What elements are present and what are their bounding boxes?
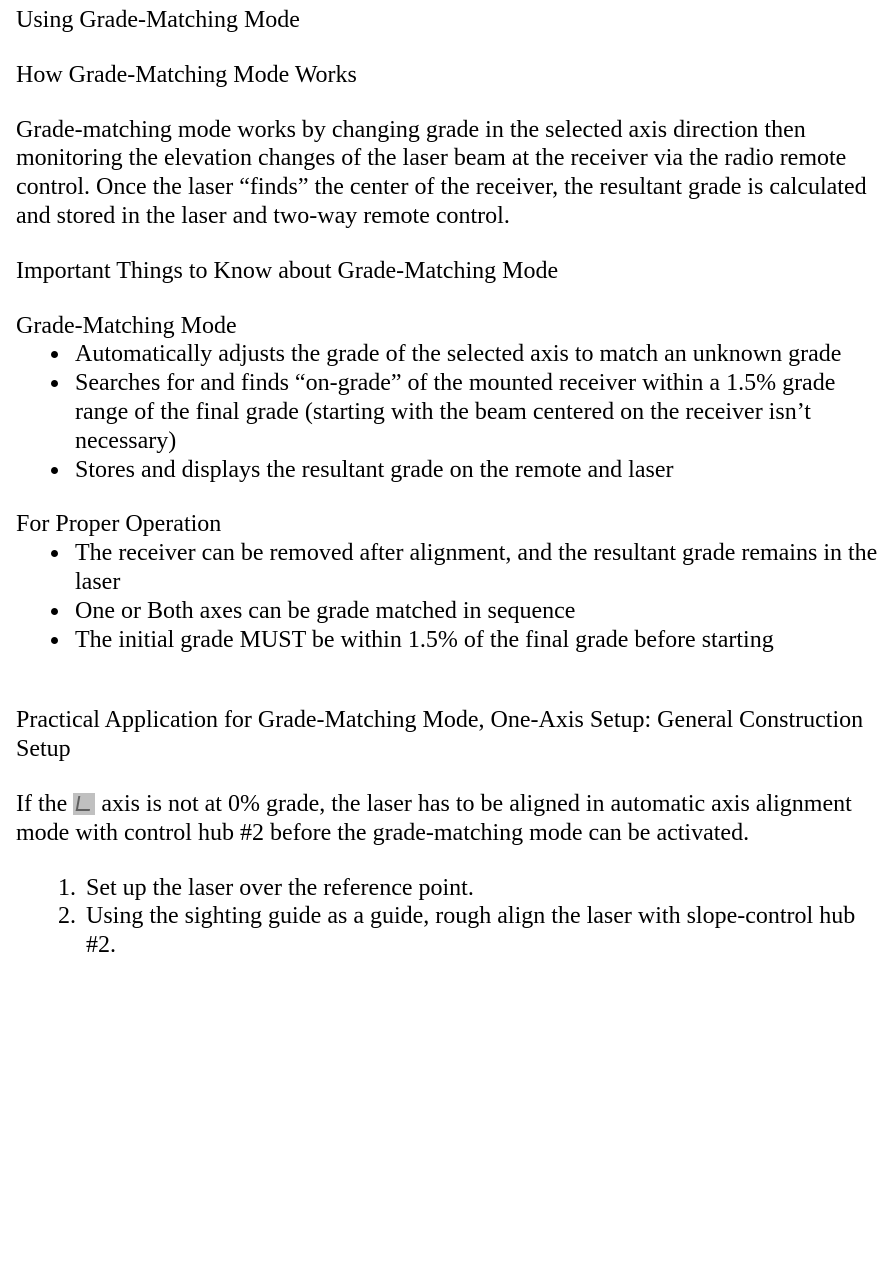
- axis-icon: [73, 793, 95, 815]
- section2-title: Important Things to Know about Grade-Mat…: [16, 257, 881, 286]
- section3-title: Practical Application for Grade-Matching…: [16, 706, 881, 764]
- list2: The receiver can be removed after alignm…: [16, 539, 881, 654]
- section3-body-pre: If the: [16, 791, 73, 817]
- document-page: Using Grade-Matching Mode How Grade-Matc…: [0, 0, 893, 1279]
- list-item: Searches for and finds “on-grade” of the…: [71, 369, 881, 455]
- list-item: One or Both axes can be grade matched in…: [71, 597, 881, 626]
- list2-title: For Proper Operation: [16, 510, 881, 539]
- step-item: Using the sighting guide as a guide, rou…: [82, 902, 881, 960]
- list1-title: Grade-Matching Mode: [16, 312, 881, 341]
- list-item: The initial grade MUST be within 1.5% of…: [71, 626, 881, 655]
- steps-list: Set up the laser over the reference poin…: [16, 874, 881, 960]
- step-item: Set up the laser over the reference poin…: [82, 874, 881, 903]
- list-item: The receiver can be removed after alignm…: [71, 539, 881, 597]
- section1-body: Grade-matching mode works by changing gr…: [16, 116, 881, 231]
- section1-title: How Grade-Matching Mode Works: [16, 61, 881, 90]
- section3-body: If the axis is not at 0% grade, the lase…: [16, 790, 881, 848]
- doc-title: Using Grade-Matching Mode: [16, 6, 881, 35]
- list1: Automatically adjusts the grade of the s…: [16, 340, 881, 484]
- list-item: Stores and displays the resultant grade …: [71, 456, 881, 485]
- list-item: Automatically adjusts the grade of the s…: [71, 340, 881, 369]
- section3-body-post: axis is not at 0% grade, the laser has t…: [16, 791, 852, 846]
